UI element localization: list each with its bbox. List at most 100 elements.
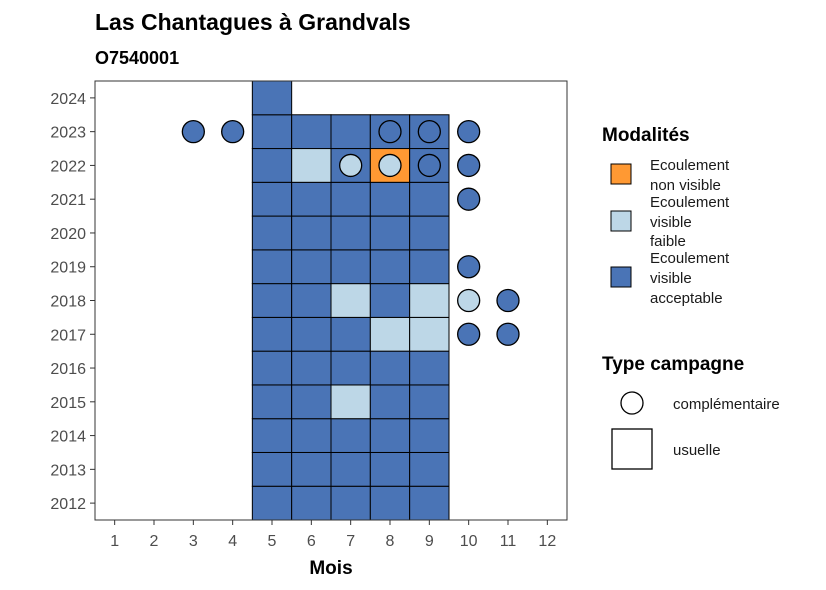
heatmap-cell [251, 114, 293, 150]
heatmap-cell [330, 316, 371, 352]
heatmap-cell [251, 80, 293, 116]
legend-shape: complémentaire usuelle [611, 391, 780, 470]
y-tick-label: 2012 [50, 496, 86, 513]
x-tick-label: 1 [110, 533, 119, 550]
heatmap-cell [369, 316, 411, 352]
complementaire-point [457, 120, 481, 144]
legend-label-line: non visible [650, 177, 721, 194]
heatmap-cell [251, 485, 293, 521]
y-tick-label: 2015 [50, 395, 86, 412]
x-tick-label: 7 [346, 533, 355, 550]
heatmap-cell [409, 215, 450, 251]
complementaire-point [221, 120, 245, 144]
heatmap-cell [291, 316, 332, 352]
axes-layer: 1 2 3 4 5 6 7 8 9 10 11 122012201320142015201620172… [50, 91, 556, 550]
heatmap-cell [330, 451, 371, 487]
heatmap-cell [291, 350, 332, 386]
heatmap-cell [409, 181, 450, 217]
heatmap-cell [291, 418, 332, 453]
heatmap-cell [369, 249, 411, 285]
heatmap-cell [251, 215, 293, 251]
legend-label-line: visible [650, 214, 692, 231]
heatmap-cell [251, 350, 293, 386]
heatmap-cell [251, 451, 293, 487]
chart-subtitle: O7540001 [95, 48, 179, 68]
legend-shape-title: Type campagne [602, 354, 744, 375]
heatmap-cell [291, 283, 332, 318]
y-tick-label: 2013 [50, 462, 86, 479]
heatmap-cell [251, 418, 293, 453]
complementaire-point [457, 322, 481, 346]
x-tick-label: 11 [500, 533, 517, 550]
cells-layer [251, 80, 450, 521]
heatmap-cell [291, 485, 332, 521]
heatmap-cell [291, 215, 332, 251]
heatmap-cell [409, 283, 450, 318]
heatmap-cell [291, 249, 332, 285]
legend-shape-label: complémentaire [673, 396, 780, 413]
legend-key-faible [610, 210, 632, 232]
y-tick-label: 2019 [50, 260, 86, 277]
complementaire-point [378, 120, 402, 144]
heatmap-cell [409, 350, 450, 386]
heatmap-cell [251, 283, 293, 318]
y-tick-label: 2022 [50, 158, 86, 175]
heatmap-cell [369, 215, 411, 251]
heatmap-cell [330, 215, 371, 251]
chart-title: Las Chantagues à Grandvals [95, 9, 411, 35]
y-tick-label: 2014 [50, 429, 86, 446]
heatmap-cell [251, 181, 293, 217]
y-tick-label: 2018 [50, 294, 86, 311]
heatmap-cell [291, 451, 332, 487]
legend-shape-square [611, 428, 653, 470]
legend-shape-circle [620, 391, 644, 415]
heatmap-cell [251, 148, 293, 183]
heatmap-cell [409, 249, 450, 285]
y-tick-label: 2024 [50, 91, 86, 108]
y-tick-label: 2016 [50, 361, 86, 378]
complementaire-point [496, 322, 520, 346]
heatmap-cell [330, 114, 371, 150]
heatmap-cell [291, 148, 332, 183]
heatmap-cell [251, 316, 293, 352]
heatmap-cell [409, 316, 450, 352]
heatmap-cell [369, 485, 411, 521]
x-tick-label: 3 [189, 533, 198, 550]
y-tick-label: 2020 [50, 226, 86, 243]
heatmap-cell [409, 485, 450, 521]
legend-label-line: Ecoulement [650, 194, 730, 211]
legend-key-non-visible [610, 163, 632, 185]
heatmap-cell [330, 283, 371, 318]
legend-label-line: Ecoulement [650, 157, 730, 174]
x-tick-label: 10 [460, 533, 478, 550]
x-tick-label: 9 [425, 533, 434, 550]
complementaire-point [181, 120, 205, 144]
x-tick-label: 8 [386, 533, 395, 550]
complementaire-point [417, 153, 441, 178]
complementaire-point [378, 153, 402, 178]
heatmap-cell [330, 350, 371, 386]
heatmap-cell [369, 451, 411, 487]
legend-label-line: Ecoulement [650, 250, 730, 267]
legend-shape-label: usuelle [673, 442, 721, 459]
complementaire-point [457, 187, 481, 211]
heatmap-cell [291, 114, 332, 150]
complementaire-point [457, 288, 481, 313]
heatmap-cell [251, 249, 293, 285]
heatmap-cell [330, 249, 371, 285]
heatmap-cell [409, 384, 450, 420]
y-tick-label: 2023 [50, 125, 86, 142]
heatmap-cell [369, 418, 411, 453]
heatmap-cell [291, 181, 332, 217]
complementaire-point [339, 153, 363, 178]
x-tick-label: 4 [228, 533, 237, 550]
complementaire-point [417, 120, 441, 144]
legend-key-acceptable [610, 266, 632, 288]
legend-label-line: acceptable [650, 290, 723, 307]
heatmap-cell [291, 384, 332, 420]
legend-label-line: visible [650, 270, 692, 287]
x-tick-label: 5 [268, 533, 277, 550]
legend-fill-title: Modalités [602, 125, 690, 146]
